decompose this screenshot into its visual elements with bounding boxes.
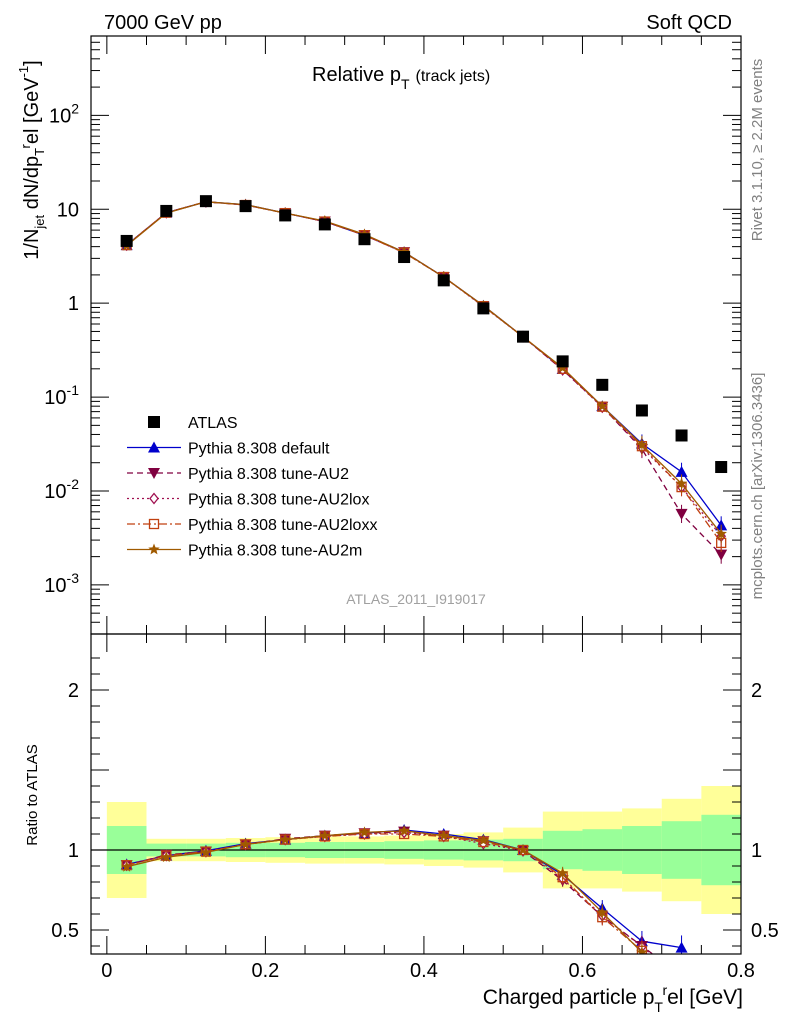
atlas-data-point	[318, 218, 331, 231]
ratio-data-point	[596, 906, 608, 918]
header-energy-label: 7000 GeV pp	[104, 12, 222, 34]
legend-label: Pythia 8.308 tune-AU2loxx	[188, 517, 377, 534]
main-data-point	[675, 508, 688, 520]
main-data-point	[715, 549, 728, 561]
main-data-point	[675, 477, 688, 489]
x-tick-label: 0	[101, 960, 112, 982]
ratio-y-tick-label-right: 0.5	[751, 920, 779, 942]
atlas-data-point	[556, 355, 569, 368]
legend-marker	[148, 543, 160, 555]
x-tick-label: 0.6	[569, 960, 597, 982]
atlas-data-point	[199, 195, 212, 208]
y-tick-label: 10-3	[44, 570, 79, 597]
atlas-data-point	[279, 209, 292, 222]
y-tick-label: 10-1	[44, 382, 79, 409]
ratio-data-point	[636, 946, 648, 954]
atlas-data-point	[437, 274, 450, 287]
ratio-panel: 0.5 0.5 1 1 2 2 0 0.2 0.4 0.6 0.8	[51, 633, 779, 982]
x-axis-label: Charged particle pTrel [GeV]	[483, 982, 743, 1015]
ratio-data-point	[556, 867, 569, 879]
legend-marker	[148, 518, 160, 530]
main-y-axis-label: 1/Njet dN/dpTrel [GeV-1]	[16, 60, 47, 259]
main-axis-ticks	[91, 35, 742, 635]
x-tick-label: 0.2	[251, 960, 279, 982]
ratio-y-tick-label: 0.5	[51, 920, 79, 942]
ratio-data-point	[358, 826, 371, 838]
ratio-data-point	[121, 860, 133, 872]
ratio-data-point	[438, 829, 450, 841]
y-tick-label: 1	[68, 293, 79, 315]
legend-marker	[149, 492, 159, 505]
main-series-line	[126, 201, 722, 535]
analysis-label: ATLAS_2011_I919017	[346, 591, 486, 607]
ratio-y-tick-label-right: 2	[751, 680, 762, 702]
ratio-data-point	[675, 941, 688, 953]
header-process-label: Soft QCD	[646, 12, 732, 34]
ratio-y-tick-label-right: 1	[751, 840, 762, 862]
atlas-data-point	[596, 378, 609, 391]
y-tick-label: 10-2	[44, 476, 79, 503]
y-tick-label: 10	[57, 199, 79, 221]
ratio-data-point	[517, 844, 529, 855]
legend-label: Pythia 8.308 tune-AU2m	[188, 543, 362, 560]
ratio-axis-ticks	[91, 634, 742, 954]
legend-label: Pythia 8.308 tune-AU2lox	[188, 492, 369, 509]
main-panel: 10-3 10-2 10-1 1 10 102	[44, 35, 742, 635]
ratio-series	[120, 824, 688, 954]
ratio-data-point	[239, 838, 252, 850]
ratio-series-line	[126, 833, 647, 954]
svg-text:1/Njet dN/dpTrel [GeV-1]: 1/Njet dN/dpTrel [GeV-1]	[16, 60, 47, 259]
legend-label: Pythia 8.308 tune-AU2	[188, 466, 349, 483]
atlas-data-point	[715, 461, 728, 474]
legend-marker	[148, 416, 160, 428]
atlas-data-point	[517, 330, 530, 343]
ratio-data-point	[477, 834, 490, 846]
y-tick-label: 102	[49, 100, 79, 127]
main-data-point	[596, 400, 608, 411]
mcplots-label: mcplots.cern.ch [arXiv:1306.3436]	[749, 373, 766, 600]
atlas-data-point	[160, 204, 173, 217]
legend-label: ATLAS	[188, 415, 238, 432]
ratio-data-point	[319, 829, 331, 841]
rivet-version-label: Rivet 3.1.10, ≥ 2.2M events	[749, 59, 766, 242]
atlas-data-point	[239, 200, 252, 213]
main-series-line	[126, 201, 722, 537]
main-data-point	[715, 527, 727, 539]
atlas-data-point	[358, 233, 371, 246]
main-plot-title: Relative pT (track jets)	[312, 64, 490, 92]
main-data-point	[636, 438, 648, 450]
x-tick-label: 0.8	[727, 960, 755, 982]
atlas-data-point	[398, 251, 411, 264]
legend-marker	[148, 468, 160, 479]
ratio-data-point	[279, 833, 291, 845]
atlas-data-point	[675, 429, 688, 442]
legend: ATLAS Pythia 8.308 default Pythia 8.308 tu…	[127, 415, 377, 560]
atlas-data-point	[635, 404, 648, 417]
ratio-data-point	[200, 846, 212, 858]
ratio-y-axis-label: Ratio to ATLAS	[24, 744, 41, 845]
legend-label: Pythia 8.308 default	[188, 441, 330, 458]
ratio-panel-frame	[90, 633, 742, 955]
x-tick-label: 0.4	[410, 960, 438, 982]
atlas-data-point	[120, 234, 133, 247]
legend-marker	[148, 441, 160, 453]
ratio-y-tick-label: 1	[68, 840, 79, 862]
ratio-data-point	[398, 824, 410, 836]
ratio-y-tick-label: 2	[68, 680, 79, 702]
atlas-data-point	[477, 302, 490, 315]
main-data-point	[675, 465, 688, 477]
ratio-data-point	[160, 851, 172, 863]
